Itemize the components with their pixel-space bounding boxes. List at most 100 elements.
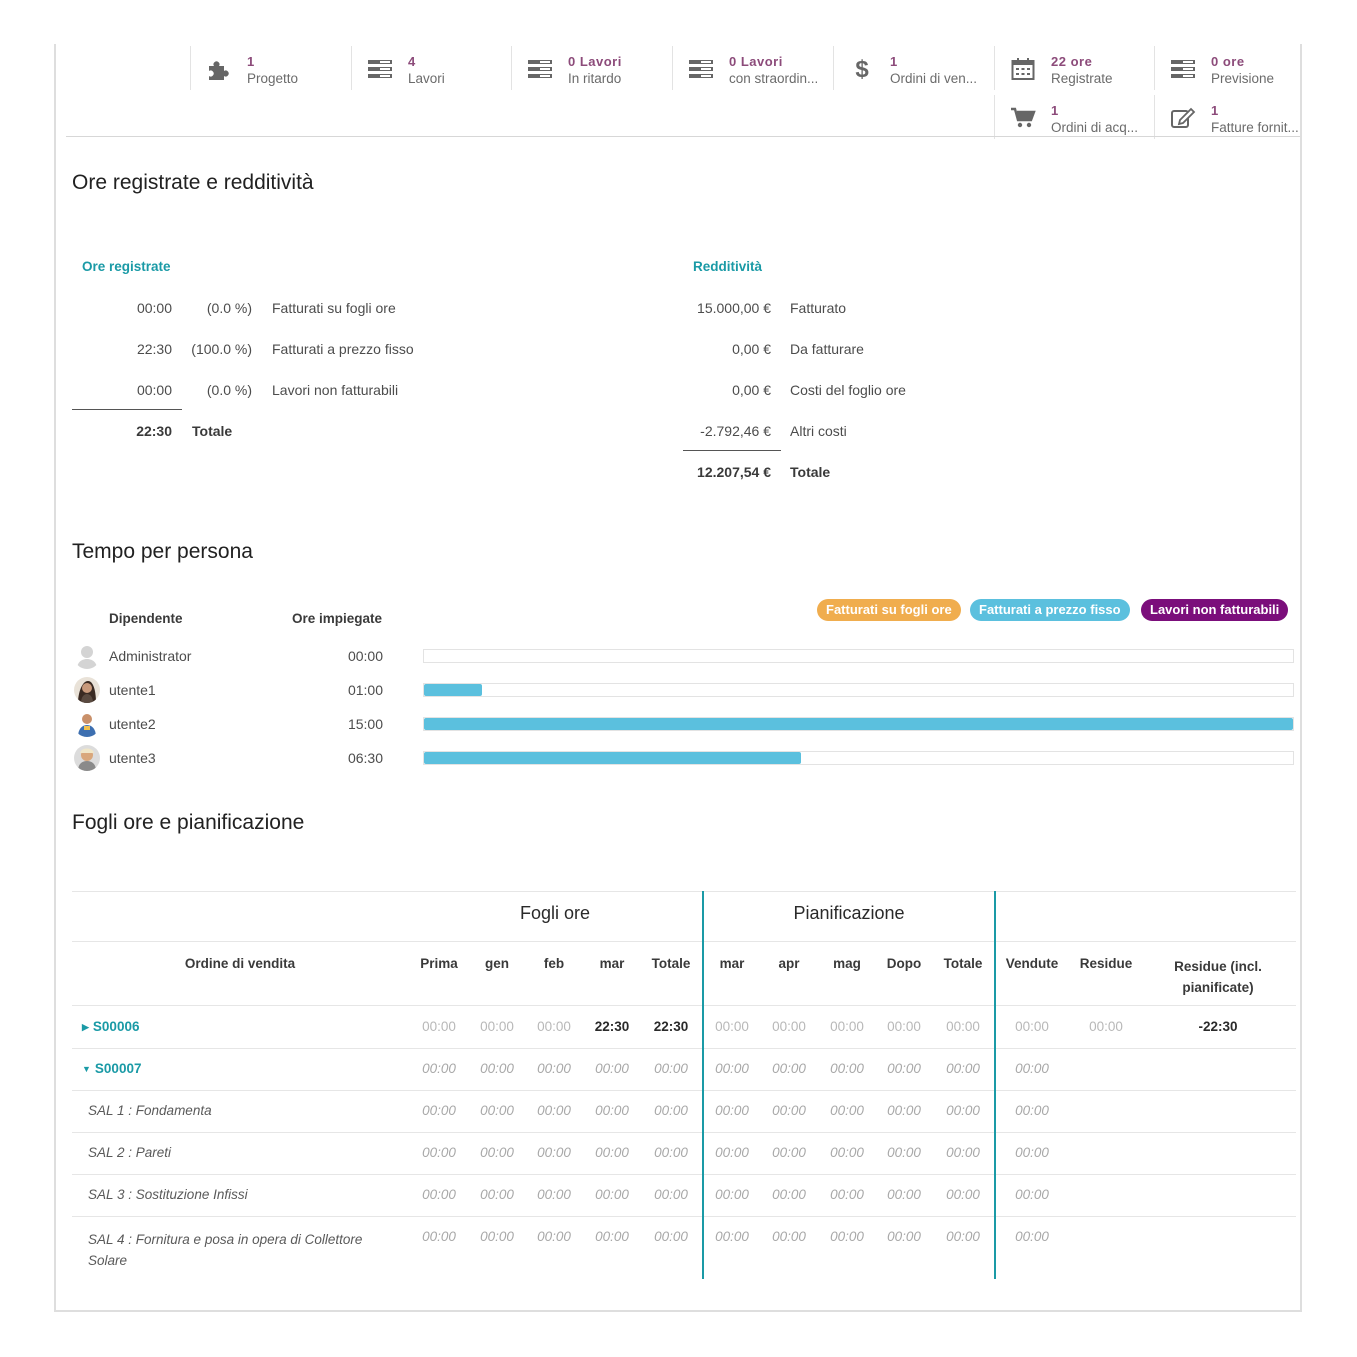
cell-value: 00:00 — [537, 1187, 571, 1202]
person-hours: 00:00 — [347, 648, 383, 664]
profit-label: Fatturato — [790, 300, 847, 316]
stat-button-puzzle[interactable]: 1 Progetto — [190, 46, 351, 90]
column-header: Dopo — [886, 956, 922, 971]
stat-value: 0 Lavori — [729, 54, 783, 69]
stat-button-dollar[interactable]: $1 Ordini di ven... — [833, 46, 994, 90]
stat-value: 1 — [247, 54, 255, 69]
cell-value: 22:30 — [594, 1019, 630, 1034]
person-name-link[interactable]: utente2 — [109, 716, 156, 732]
row-divider — [72, 1048, 1296, 1049]
column-header: feb — [543, 956, 565, 971]
cell-value: 00:00 — [422, 1187, 456, 1202]
milestone-label: SAL 4 : Fornitura e posa in opera di Col… — [88, 1229, 362, 1271]
stat-divider — [66, 136, 1300, 137]
non-billable-link[interactable]: Lavori non fatturabili — [272, 382, 399, 398]
cell-value: 00:00 — [946, 1229, 980, 1244]
row-divider — [72, 1174, 1296, 1175]
stat-button-cart[interactable]: 1 Ordini di acq... — [994, 95, 1155, 139]
cell-value: 00:00 — [480, 1061, 514, 1076]
cell-value: 00:00 — [715, 1145, 749, 1160]
stat-value: 0 Lavori — [568, 54, 622, 69]
hours-row-label: Fatturati su fogli ore — [272, 300, 396, 316]
stat-button-tasks[interactable]: 0 ore Previsione — [1154, 46, 1315, 90]
stat-value: 0 ore — [1211, 54, 1245, 69]
stat-text: 0 ore Previsione — [1211, 53, 1274, 87]
stat-text: 1 Fatture fornit... — [1211, 102, 1299, 136]
cell-value: 00:00 — [480, 1187, 514, 1202]
sales-order-toggle[interactable]: ▼ S00007 — [82, 1061, 141, 1076]
tasks-icon — [687, 56, 715, 82]
stat-button-calendar[interactable]: 22 ore Registrate — [994, 46, 1155, 90]
hours-row-label: Fatturati a prezzo fisso — [272, 341, 414, 357]
stat-label: Ordini di ven... — [890, 71, 978, 86]
cell-value: 00:00 — [480, 1019, 514, 1034]
person-name-link[interactable]: utente3 — [109, 750, 156, 766]
profit-label: Costi del foglio ore — [790, 382, 906, 398]
section-title-hours-profitability: Ore registrate e redditività — [72, 171, 314, 194]
stat-button-tasks[interactable]: 4 Lavori — [351, 46, 512, 90]
cell-value: 00:00 — [422, 1019, 456, 1034]
cell-value: 00:00 — [887, 1103, 921, 1118]
cell-value: 00:00 — [595, 1061, 629, 1076]
profit-amount: 0,00 € — [732, 382, 771, 398]
cell-value: 00:00 — [537, 1019, 571, 1034]
sales-order-toggle[interactable]: ▶ S00006 — [82, 1019, 139, 1034]
person-hours: 01:00 — [347, 682, 383, 698]
project-overview-panel — [54, 44, 1302, 1312]
cell-value: 00:00 — [1015, 1061, 1049, 1076]
cell-value: 00:00 — [422, 1229, 456, 1244]
cell-value: 00:00 — [946, 1145, 980, 1160]
cell-value: 00:00 — [595, 1145, 629, 1160]
cell-value: 00:00 — [1015, 1187, 1049, 1202]
profit-amount: -2.792,46 € — [700, 423, 771, 439]
stat-button-edit[interactable]: 1 Fatture fornit... — [1154, 95, 1302, 139]
cell-value: 00:00 — [1015, 1229, 1049, 1244]
cell-value: 00:00 — [715, 1187, 749, 1202]
cell-value: 00:00 — [715, 1103, 749, 1118]
hours-row-pct: (0.0 %) — [206, 300, 252, 316]
cell-value: 00:00 — [830, 1187, 864, 1202]
cell-value: 00:00 — [422, 1103, 456, 1118]
planning-group-header: Pianificazione — [793, 903, 905, 923]
hours-row-time: 00:00 — [136, 382, 172, 398]
person-name-link[interactable]: Administrator — [109, 648, 192, 664]
cell-value: 00:00 — [1089, 1019, 1123, 1034]
hours-bar-track — [423, 751, 1294, 765]
column-header: gen — [484, 956, 509, 971]
avatar — [74, 711, 100, 737]
stat-label: Fatture fornit... — [1211, 120, 1299, 135]
milestone-label: SAL 2 : Pareti — [88, 1145, 172, 1160]
milestone-label-line2: Solare — [88, 1253, 128, 1268]
stat-button-tasks[interactable]: 0 Lavori In ritardo — [511, 46, 672, 90]
cell-value: 00:00 — [537, 1061, 571, 1076]
hours-bar-track — [423, 683, 1294, 697]
profit-amount: 15.000,00 € — [697, 300, 771, 316]
profit-total-amount: 12.207,54 € — [697, 464, 771, 480]
milestone-label: SAL 3 : Sostituzione Infissi — [88, 1187, 248, 1202]
cell-value: 00:00 — [654, 1229, 688, 1244]
column-header: Vendute — [1005, 956, 1059, 971]
cell-value: 00:00 — [830, 1019, 864, 1034]
cell-value: 00:00 — [830, 1061, 864, 1076]
cell-value: 00:00 — [422, 1145, 456, 1160]
column-header: Prima — [420, 956, 458, 971]
person-name-link[interactable]: utente1 — [109, 682, 156, 698]
cell-value: 00:00 — [1015, 1145, 1049, 1160]
cart-icon — [1009, 105, 1037, 131]
stat-text: 1 Ordini di ven... — [890, 53, 977, 87]
hours-row-time: 22:30 — [136, 341, 172, 357]
stat-text: 4 Lavori — [408, 53, 445, 87]
tasks-icon — [1169, 56, 1197, 82]
cell-value: 00:00 — [772, 1229, 806, 1244]
stat-text: 1 Ordini di acq... — [1051, 102, 1138, 136]
cell-value: 00:00 — [772, 1061, 806, 1076]
hours-bar-track — [423, 717, 1294, 731]
cell-value: 00:00 — [537, 1103, 571, 1118]
cell-value: 00:00 — [715, 1019, 749, 1034]
cell-value: 00:00 — [595, 1229, 629, 1244]
sales-order-label: S00007 — [94, 1061, 142, 1076]
section-title-time-per-person: Tempo per persona — [72, 540, 253, 563]
remaining-incl-planned-header: Residue (incl. pianificate) — [1174, 959, 1262, 995]
stat-button-tasks[interactable]: 0 Lavori con straordin... — [672, 46, 833, 90]
stat-text: 0 Lavori con straordin... — [729, 53, 818, 87]
